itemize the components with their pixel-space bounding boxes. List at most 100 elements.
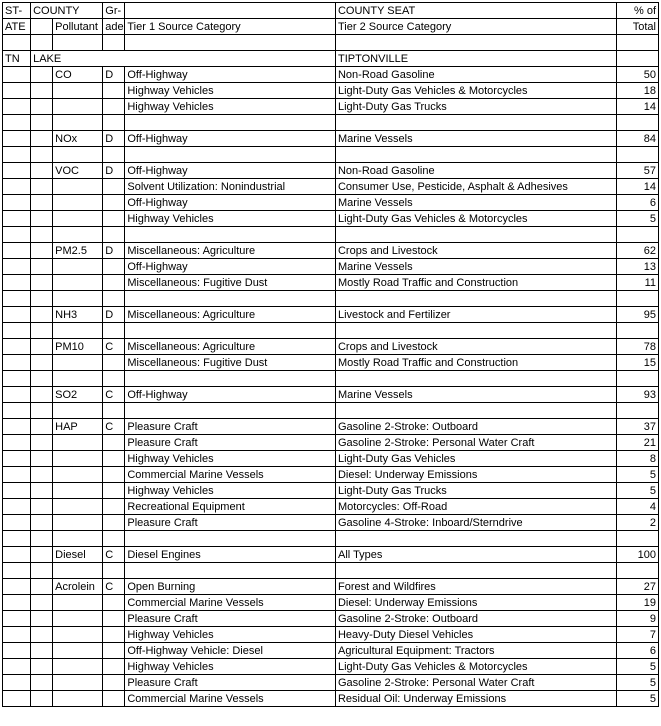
data-row: Pleasure CraftGasoline 4-Stroke: Inboard… — [3, 515, 659, 531]
hdr-county: COUNTY — [31, 3, 103, 19]
hdr-grade: ade — [103, 19, 125, 35]
cell-blank — [31, 691, 53, 707]
header-row-2: ATE Pollutant ade Tier 1 Source Category… — [3, 19, 659, 35]
cell-pollutant — [53, 451, 103, 467]
cell-state — [3, 211, 31, 227]
cell-state — [3, 163, 31, 179]
cell-grade — [103, 643, 125, 659]
cell-grade: C — [103, 547, 125, 563]
data-row: Recreational EquipmentMotorcycles: Off-R… — [3, 499, 659, 515]
cell-tier1: Off-Highway — [125, 163, 336, 179]
cell-tier2: Gasoline 2-Stroke: Outboard — [335, 419, 616, 435]
cell-pct: 57 — [616, 163, 658, 179]
cell-tier2: Gasoline 4-Stroke: Inboard/Sterndrive — [335, 515, 616, 531]
data-row: HAPCPleasure CraftGasoline 2-Stroke: Out… — [3, 419, 659, 435]
cell-pollutant: VOC — [53, 163, 103, 179]
cell-pollutant: HAP — [53, 419, 103, 435]
cell-tier2: Residual Oil: Underway Emissions — [335, 691, 616, 707]
cell-grade — [103, 659, 125, 675]
cell-tier2: Consumer Use, Pesticide, Asphalt & Adhes… — [335, 179, 616, 195]
data-row: Pleasure CraftGasoline 2-Stroke: Persona… — [3, 675, 659, 691]
cell-blank — [31, 243, 53, 259]
cell-state — [3, 387, 31, 403]
cell-pct: 11 — [616, 275, 658, 291]
cell-state — [3, 659, 31, 675]
cell-blank — [31, 163, 53, 179]
data-row: Highway VehiclesLight-Duty Gas Trucks14 — [3, 99, 659, 115]
cell-pct: 5 — [616, 467, 658, 483]
cell-tier1: Pleasure Craft — [125, 611, 336, 627]
cell-pct: 7 — [616, 627, 658, 643]
county-seat: TIPTONVILLE — [335, 51, 616, 67]
data-row: Highway VehiclesHeavy-Duty Diesel Vehicl… — [3, 627, 659, 643]
cell-pct: 4 — [616, 499, 658, 515]
cell-tier2: Marine Vessels — [335, 195, 616, 211]
hdr-tier2: Tier 2 Source Category — [335, 19, 616, 35]
cell-blank — [31, 259, 53, 275]
cell-tier1: Diesel Engines — [125, 547, 336, 563]
cell-pollutant: NH3 — [53, 307, 103, 323]
data-row — [3, 323, 659, 339]
cell-blank — [31, 179, 53, 195]
cell-pct: 14 — [616, 179, 658, 195]
cell-grade — [103, 499, 125, 515]
cell-tier2: All Types — [335, 547, 616, 563]
cell-grade: D — [103, 67, 125, 83]
data-row — [3, 227, 659, 243]
cell-blank — [31, 483, 53, 499]
cell-tier2: Light-Duty Gas Vehicles & Motorcycles — [335, 659, 616, 675]
cell-state — [3, 307, 31, 323]
cell-grade — [103, 515, 125, 531]
cell-tier2: Forest and Wildfires — [335, 579, 616, 595]
data-row: Pleasure CraftGasoline 2-Stroke: Persona… — [3, 435, 659, 451]
cell-tier2: Marine Vessels — [335, 387, 616, 403]
cell-tier1: Highway Vehicles — [125, 99, 336, 115]
cell-state — [3, 483, 31, 499]
data-row: Highway VehiclesLight-Duty Gas Vehicles … — [3, 83, 659, 99]
cell-blank — [31, 355, 53, 371]
data-row: Off-HighwayMarine Vessels13 — [3, 259, 659, 275]
county-name: LAKE — [31, 51, 336, 67]
cell-state — [3, 67, 31, 83]
cell-tier2: Gasoline 2-Stroke: Outboard — [335, 611, 616, 627]
cell-grade — [103, 691, 125, 707]
cell-pollutant: CO — [53, 67, 103, 83]
data-row: NOxDOff-HighwayMarine Vessels84 — [3, 131, 659, 147]
cell-grade — [103, 627, 125, 643]
hdr-county-seat: COUNTY SEAT — [335, 3, 616, 19]
data-row: PM10CMiscellaneous: AgricultureCrops and… — [3, 339, 659, 355]
cell-pct: 8 — [616, 451, 658, 467]
cell-grade — [103, 355, 125, 371]
cell-pct: 19 — [616, 595, 658, 611]
cell-pollutant — [53, 355, 103, 371]
cell-blank — [31, 579, 53, 595]
cell-pollutant: NOx — [53, 131, 103, 147]
cell-tier1: Off-Highway — [125, 67, 336, 83]
cell-pct: 18 — [616, 83, 658, 99]
cell-pollutant — [53, 611, 103, 627]
cell-grade — [103, 435, 125, 451]
cell-grade — [103, 195, 125, 211]
cell-pollutant — [53, 499, 103, 515]
cell-pct: 5 — [616, 211, 658, 227]
cell-blank — [31, 611, 53, 627]
cell-blank — [31, 195, 53, 211]
cell-grade: C — [103, 339, 125, 355]
cell-pct: 6 — [616, 195, 658, 211]
hdr-grade: Gr- — [103, 3, 125, 19]
cell-tier2: Non-Road Gasoline — [335, 163, 616, 179]
cell-pollutant — [53, 483, 103, 499]
cell-state — [3, 579, 31, 595]
data-row: SO2COff-HighwayMarine Vessels93 — [3, 387, 659, 403]
cell-blank — [31, 595, 53, 611]
data-row: Highway VehiclesLight-Duty Gas Trucks5 — [3, 483, 659, 499]
cell-tier1: Highway Vehicles — [125, 211, 336, 227]
cell-state — [3, 547, 31, 563]
cell-tier2: Light-Duty Gas Vehicles — [335, 451, 616, 467]
cell-blank — [31, 643, 53, 659]
cell-tier1: Off-Highway — [125, 259, 336, 275]
cell-tier1: Miscellaneous: Agriculture — [125, 307, 336, 323]
cell-pct: 2 — [616, 515, 658, 531]
cell-pollutant — [53, 691, 103, 707]
cell-pollutant: PM2.5 — [53, 243, 103, 259]
